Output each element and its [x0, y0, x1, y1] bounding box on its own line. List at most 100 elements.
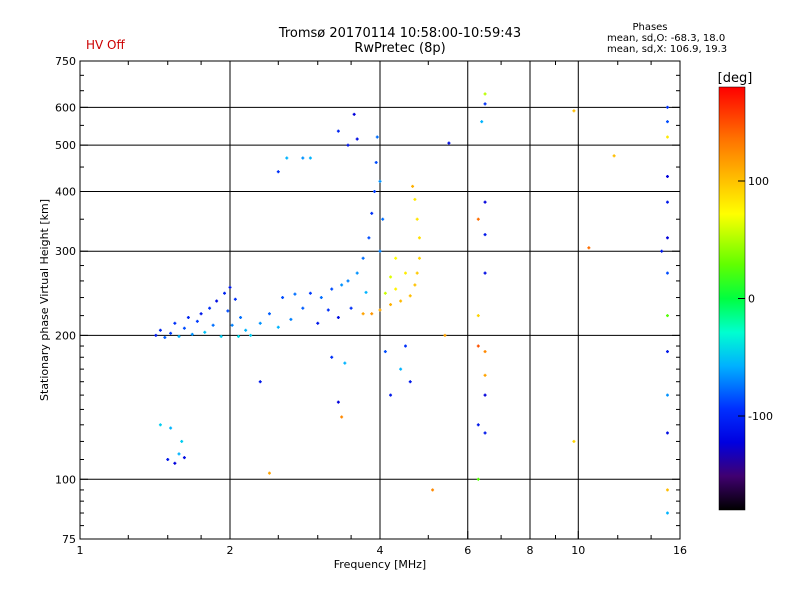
data-point	[483, 271, 487, 275]
phase-x-stats: mean, sd,X: 106.9, 19.3	[607, 44, 728, 55]
data-point	[408, 294, 412, 298]
data-point	[223, 291, 227, 295]
data-point	[665, 350, 669, 354]
data-point	[413, 283, 417, 287]
data-point	[378, 308, 382, 312]
data-point	[665, 393, 669, 397]
data-point	[154, 333, 158, 337]
data-point	[169, 331, 173, 335]
x-tick-label: 4	[377, 544, 384, 557]
data-point	[665, 511, 669, 515]
y-tick-label: 300	[55, 245, 76, 258]
data-point	[336, 129, 340, 133]
data-point	[394, 256, 398, 260]
data-point	[336, 315, 340, 319]
data-point	[233, 297, 237, 301]
data-point	[343, 361, 347, 365]
data-point	[364, 290, 368, 294]
data-point	[408, 380, 412, 384]
y-tick-label: 100	[55, 473, 76, 486]
data-point	[326, 308, 330, 312]
data-point	[267, 471, 271, 475]
data-point	[381, 217, 385, 221]
data-point	[330, 355, 334, 359]
y-tick-label: 400	[55, 185, 76, 198]
colorbar-unit-label: [deg]	[718, 71, 753, 86]
data-point	[239, 315, 243, 319]
data-point	[289, 317, 293, 321]
data-point	[166, 457, 170, 461]
data-points	[154, 92, 669, 515]
data-point	[476, 344, 480, 348]
data-point	[361, 256, 365, 260]
x-axis-label: Frequency [MHz]	[334, 558, 426, 571]
data-point	[258, 321, 262, 325]
data-point	[340, 415, 344, 419]
data-point	[476, 217, 480, 221]
x-tick-label: 2	[227, 544, 234, 557]
data-point	[163, 335, 167, 339]
data-point	[383, 350, 387, 354]
data-point	[182, 456, 186, 460]
data-point	[267, 312, 271, 316]
data-point	[665, 271, 669, 275]
data-point	[361, 312, 365, 316]
y-tick-label: 750	[55, 55, 76, 68]
data-point	[417, 236, 421, 240]
data-point	[417, 256, 421, 260]
data-point	[219, 334, 223, 338]
data-point	[177, 334, 181, 338]
data-point	[665, 120, 669, 124]
data-point	[399, 367, 403, 371]
data-point	[665, 236, 669, 240]
data-point	[158, 423, 162, 427]
data-point	[236, 334, 240, 338]
y-axis-ticks: 75 100 200 300 400 500 600 750	[55, 55, 680, 546]
data-point	[413, 197, 417, 201]
data-point	[316, 321, 320, 325]
x-tick-label: 1	[77, 544, 84, 557]
data-point	[336, 400, 340, 404]
data-point	[389, 393, 393, 397]
data-point	[483, 200, 487, 204]
data-point	[572, 109, 576, 113]
data-point	[352, 112, 356, 116]
data-point	[158, 328, 162, 332]
data-point	[308, 156, 312, 160]
data-point	[403, 271, 407, 275]
data-point	[483, 350, 487, 354]
y-tick-label: 200	[55, 329, 76, 342]
data-point	[480, 120, 484, 124]
data-point	[665, 200, 669, 204]
data-point	[399, 299, 403, 303]
data-point	[367, 236, 371, 240]
data-point	[665, 174, 669, 178]
data-point	[301, 156, 305, 160]
data-point	[476, 423, 480, 427]
data-point	[186, 315, 190, 319]
data-point	[665, 314, 669, 318]
data-point	[572, 439, 576, 443]
colorbar-tick-label: -100	[748, 410, 773, 423]
x-tick-label: 10	[571, 544, 585, 557]
phases-heading: Phases	[632, 22, 668, 33]
data-point	[378, 249, 382, 253]
data-point	[394, 287, 398, 291]
data-point	[483, 431, 487, 435]
data-point	[415, 271, 419, 275]
data-point	[431, 488, 435, 492]
data-point	[612, 154, 616, 158]
data-point	[660, 249, 664, 253]
data-point	[195, 319, 199, 323]
data-point	[190, 332, 194, 336]
grid-lines	[80, 61, 680, 539]
data-point	[665, 105, 669, 109]
data-point	[330, 287, 334, 291]
data-point	[483, 373, 487, 377]
data-point	[483, 102, 487, 106]
data-point	[249, 333, 253, 337]
data-point	[483, 92, 487, 96]
data-point	[355, 137, 359, 141]
data-point	[665, 431, 669, 435]
